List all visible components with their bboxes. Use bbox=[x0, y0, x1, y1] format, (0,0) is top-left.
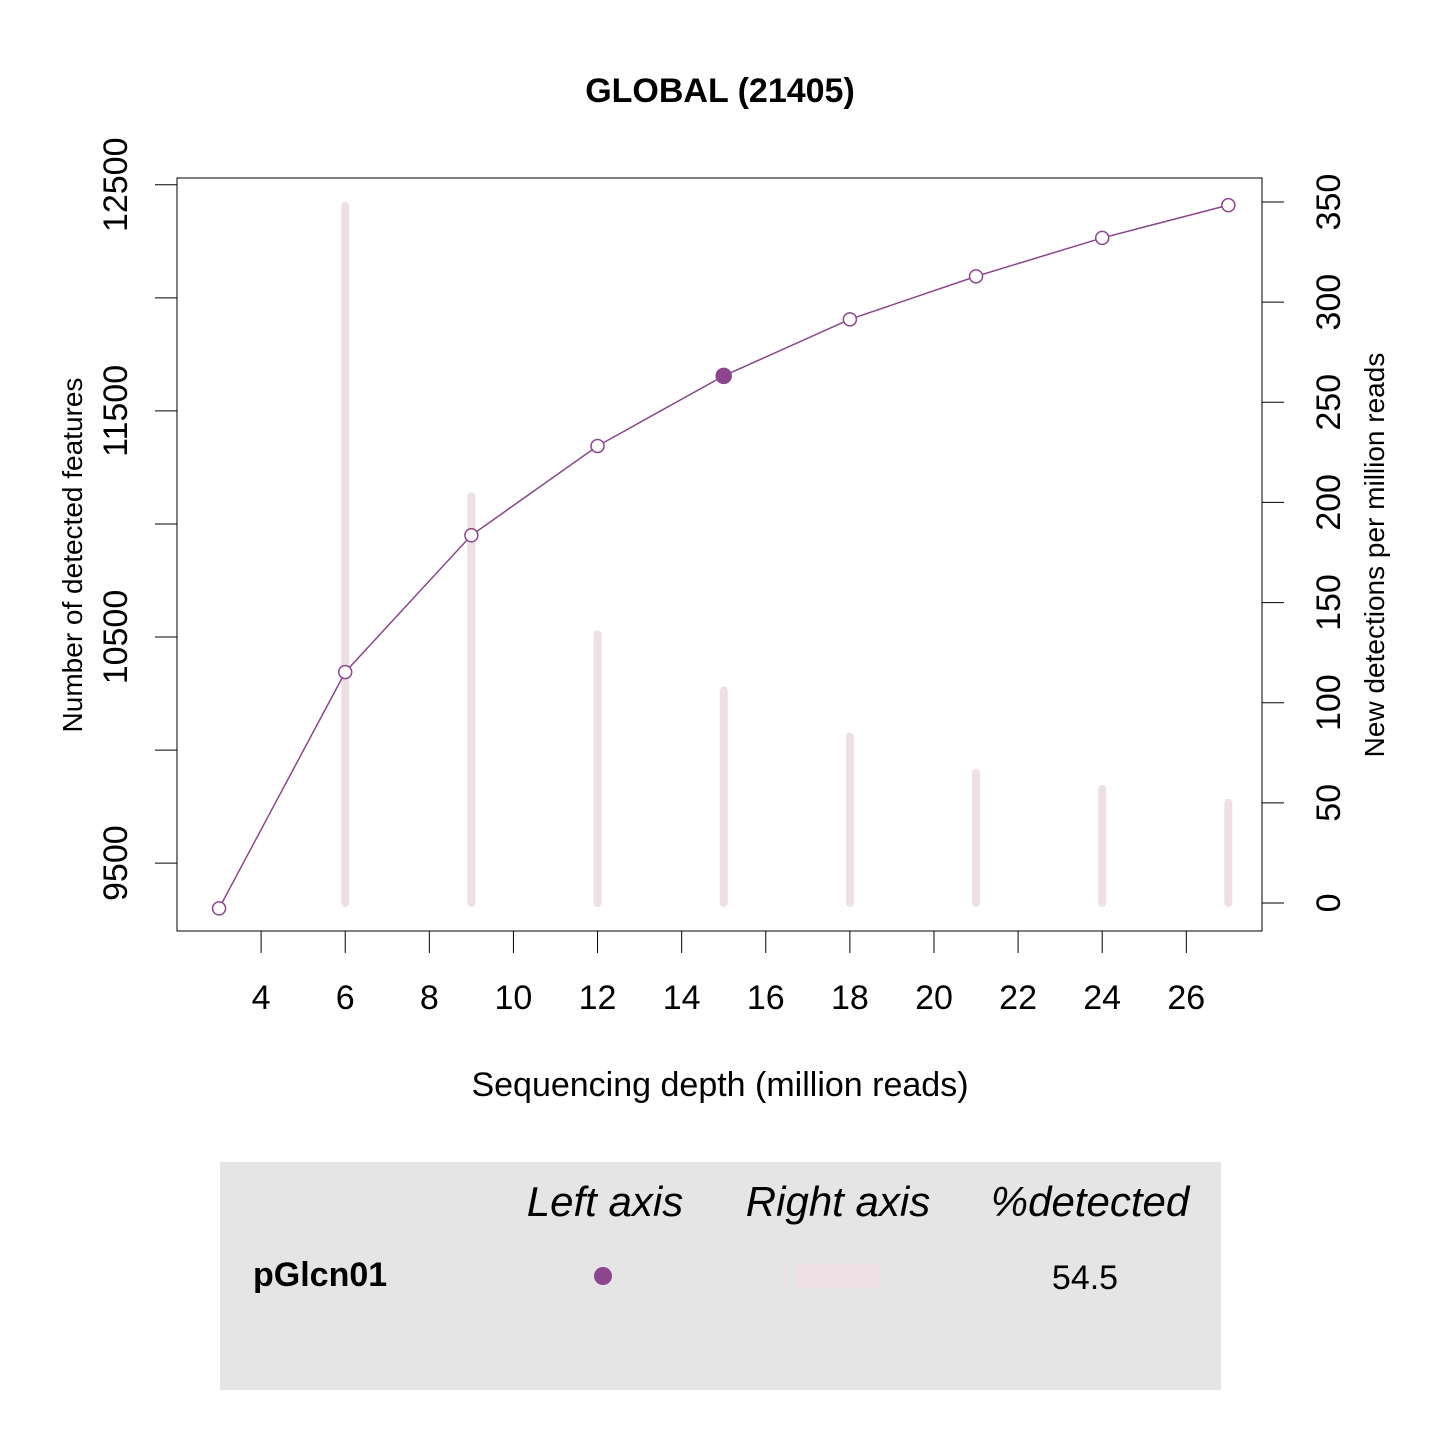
y-right-tick-label: 250 bbox=[1310, 374, 1348, 431]
y-right-tick-label: 0 bbox=[1310, 894, 1348, 913]
x-tick-label: 8 bbox=[420, 979, 439, 1017]
x-tick-label: 12 bbox=[579, 979, 617, 1017]
y-left-tick-label: 10500 bbox=[97, 590, 135, 685]
y-right-axis-label: New detections per million reads bbox=[1359, 353, 1390, 758]
x-tick-label: 4 bbox=[252, 979, 271, 1017]
x-tick-label: 16 bbox=[747, 979, 785, 1017]
x-tick-label: 20 bbox=[915, 979, 953, 1017]
left-axis-series bbox=[211, 197, 1236, 916]
data-point bbox=[1094, 230, 1110, 246]
data-point bbox=[211, 901, 227, 916]
x-tick-label: 14 bbox=[663, 979, 701, 1017]
legend-percent-detected-value: 54.5 bbox=[1052, 1259, 1118, 1297]
y-right-tick-label: 150 bbox=[1310, 574, 1348, 631]
legend-header-right-axis: Right axis bbox=[746, 1178, 930, 1225]
data-point bbox=[464, 528, 479, 543]
data-point bbox=[590, 438, 605, 454]
legend-box: Left axis Right axis %detected pGlcn01 5… bbox=[220, 1162, 1221, 1390]
x-tick-label: 6 bbox=[336, 979, 355, 1017]
y-left-axis-label: Number of detected features bbox=[57, 378, 88, 733]
y-right-tick-label: 350 bbox=[1310, 174, 1348, 231]
y-right-tick-label: 300 bbox=[1310, 274, 1348, 331]
chart-title: GLOBAL (21405) bbox=[585, 72, 855, 110]
x-tick-label: 22 bbox=[999, 979, 1037, 1017]
legend-background bbox=[220, 1162, 1221, 1390]
x-tick-label: 24 bbox=[1083, 979, 1121, 1017]
x-tick-label: 18 bbox=[831, 979, 869, 1017]
legend-row-label: pGlcn01 bbox=[253, 1256, 387, 1294]
legend-header-percent-detected: %detected bbox=[991, 1178, 1191, 1225]
y-left-tick-label: 12500 bbox=[97, 138, 135, 233]
y-left-tick-label: 9500 bbox=[97, 825, 135, 901]
highlighted-point bbox=[715, 367, 732, 385]
x-tick-label: 10 bbox=[495, 979, 533, 1017]
x-axis: 4 6 8 10 12 14 16 18 20 22 24 26 bbox=[252, 931, 1205, 1017]
y-left-tick-label: 11500 bbox=[97, 365, 135, 457]
y-left-axis: 9500 10500 11500 12500 bbox=[97, 138, 177, 901]
data-point bbox=[842, 312, 858, 327]
data-point bbox=[1221, 197, 1236, 213]
y-right-axis: 0 50 100 150 200 250 300 350 bbox=[1262, 174, 1348, 913]
x-tick-label: 26 bbox=[1167, 979, 1205, 1017]
right-axis-bars bbox=[341, 202, 1233, 907]
data-point bbox=[968, 269, 984, 284]
legend-header-left-axis: Left axis bbox=[527, 1178, 683, 1225]
legend-right-axis-swatch bbox=[795, 1264, 879, 1288]
data-point bbox=[337, 664, 353, 680]
legend-left-axis-swatch bbox=[594, 1267, 612, 1285]
x-axis-label: Sequencing depth (million reads) bbox=[471, 1066, 968, 1104]
y-right-tick-label: 200 bbox=[1310, 474, 1348, 531]
y-right-tick-label: 100 bbox=[1310, 674, 1348, 731]
y-right-tick-label: 50 bbox=[1310, 784, 1348, 822]
plot-frame bbox=[176, 177, 1263, 932]
